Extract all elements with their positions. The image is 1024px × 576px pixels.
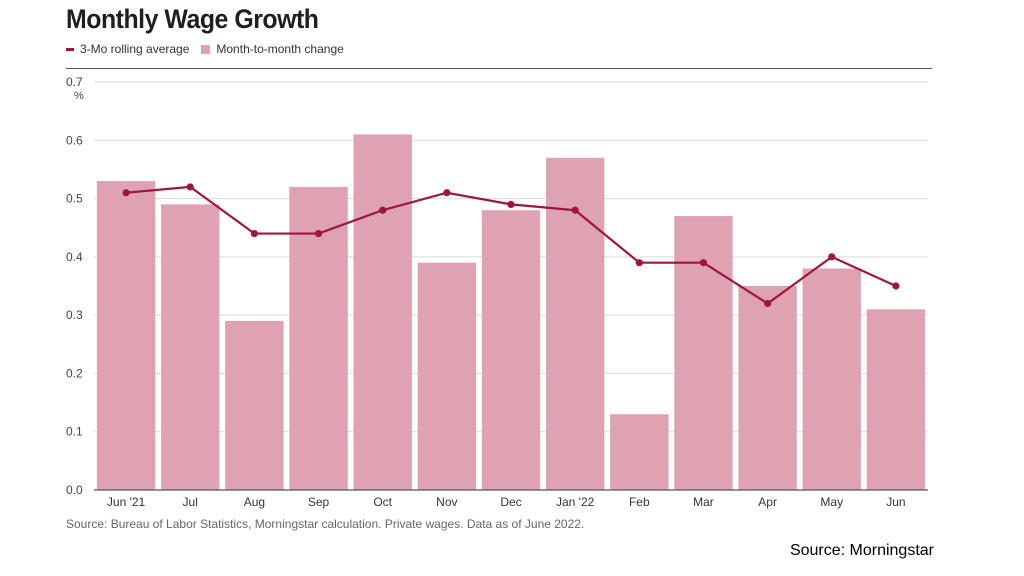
y-unit-label: % (74, 90, 84, 102)
legend-bar-swatch (201, 44, 211, 54)
y-tick-label: 0.0 (66, 483, 83, 497)
chart-card: Monthly Wage Growth 3-Mo rolling average… (62, 0, 956, 545)
x-tick-label: Jan '22 (556, 495, 595, 509)
x-tick-label: Jun (886, 495, 905, 509)
y-tick-label: 0.5 (66, 192, 83, 206)
y-tick-label: 0.3 (66, 308, 83, 322)
x-tick-label: Feb (629, 495, 650, 509)
x-tick-label: May (820, 495, 843, 509)
bar (417, 262, 477, 490)
header-rule (66, 68, 932, 69)
bar (866, 309, 926, 490)
bar (96, 181, 156, 491)
slide-source-caption: Source: Morningstar (789, 542, 934, 559)
bar (161, 204, 220, 490)
bar (353, 134, 412, 490)
x-tick-label: Jul (183, 495, 198, 509)
y-tick-label: 0.2 (66, 366, 83, 380)
legend-bar-label: Month-to-month change (216, 42, 344, 56)
rolling-average-point (314, 229, 323, 238)
x-tick-label: Apr (758, 495, 777, 509)
x-tick-label: Oct (373, 495, 392, 509)
y-tick-label: 0.1 (66, 425, 83, 439)
rolling-average-point (764, 299, 772, 308)
legend-line-label: 3-Mo rolling average (80, 42, 190, 56)
x-tick-label: Dec (500, 495, 521, 509)
bar (738, 286, 797, 490)
rolling-average-point (379, 206, 387, 214)
y-tick-label: 0.7 (66, 75, 83, 89)
rolling-average-point (507, 200, 515, 208)
chart-title: Monthly Wage Growth (66, 4, 319, 34)
x-tick-label: Aug (244, 495, 265, 509)
bar (674, 216, 733, 491)
bar (225, 320, 284, 490)
bar (610, 414, 669, 490)
rolling-average-point (571, 206, 579, 214)
x-tick-label: Sep (308, 495, 330, 509)
rolling-average-point (699, 259, 708, 267)
x-tick-label: Nov (436, 495, 457, 509)
legend-line-swatch (66, 47, 74, 51)
chart-plot: 0.0 0.1 0.2 0.3 0.4 0.5 0.6 0.7% Jun '21 Jul Aug Se… (66, 75, 928, 509)
bar (481, 210, 541, 490)
y-tick-label: 0.6 (66, 133, 83, 147)
chart-footnote: Source: Bureau of Labor Statistics, Morn… (66, 517, 585, 531)
x-tick-label: Mar (693, 495, 714, 509)
rolling-average-point (122, 189, 130, 197)
bar (802, 268, 861, 490)
rolling-average-point (443, 189, 451, 197)
rolling-average-point (892, 282, 900, 290)
rolling-average-point (250, 229, 258, 238)
bar (289, 186, 348, 490)
x-tick-label: Jun '21 (107, 495, 146, 509)
rolling-average-point (828, 253, 836, 261)
rolling-average-point (186, 183, 194, 191)
y-tick-label: 0.4 (66, 250, 83, 264)
chart-legend: 3-Mo rolling average Month-to-month chan… (66, 42, 344, 56)
rolling-average-point (635, 259, 643, 267)
